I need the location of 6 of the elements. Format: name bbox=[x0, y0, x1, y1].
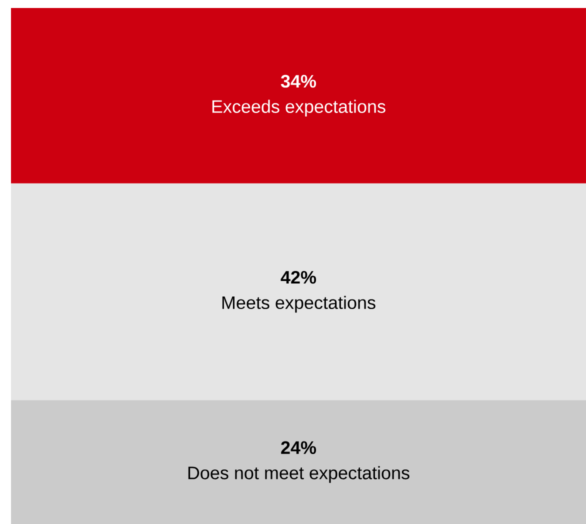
series-label: Does not meet expectations bbox=[188, 466, 410, 483]
series-label: Exceeds expectations bbox=[212, 100, 386, 117]
series-label: Meets expectations bbox=[222, 296, 376, 313]
data-label: 34% bbox=[280, 74, 316, 88]
data-label: 24% bbox=[281, 441, 316, 454]
data-label: 42% bbox=[280, 270, 316, 284]
